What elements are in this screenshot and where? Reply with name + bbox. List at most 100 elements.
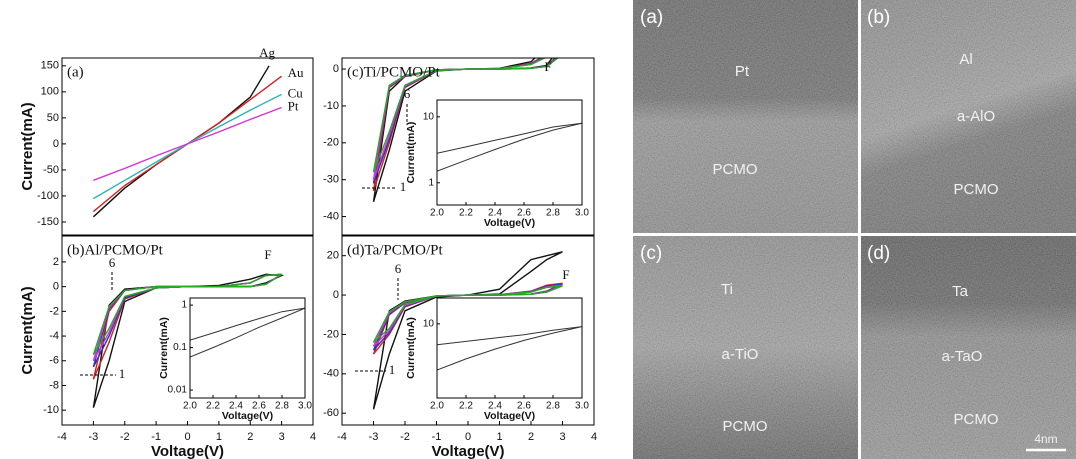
- x-tick-label: 2: [528, 431, 534, 443]
- y-tick-label: -40: [323, 368, 339, 380]
- layer-label: a-AlO: [957, 108, 995, 125]
- y-tick-label: 1: [181, 300, 187, 311]
- y-tick-label: 0.1: [173, 342, 187, 353]
- layer-label: a-TiO: [722, 346, 759, 363]
- annotation: 6: [109, 255, 116, 270]
- y-tick-label: 0: [53, 138, 59, 150]
- inset-x-title: Voltage(V): [484, 217, 535, 229]
- y-axis-title: Current(mA): [19, 286, 36, 374]
- micrograph-label: (d): [867, 243, 890, 264]
- micrograph-label: (c): [640, 243, 662, 264]
- y-tick-label: -40: [323, 210, 339, 222]
- series-label: Au: [288, 65, 304, 80]
- x-tick-label: 3: [559, 431, 565, 443]
- y-axis-title: Current(mA): [19, 102, 36, 190]
- x-tick-label: 2.2: [206, 401, 220, 412]
- x-tick-label: 3.0: [575, 401, 589, 412]
- x-tick-label: 4: [591, 431, 597, 443]
- y-tick-label: -30: [323, 174, 339, 186]
- x-tick-label: -3: [369, 431, 379, 443]
- x-tick-label: 2.2: [459, 401, 473, 412]
- panel-title: (a): [67, 64, 84, 80]
- y-tick-label: 10: [423, 111, 435, 122]
- annotation: F: [544, 59, 551, 74]
- y-tick-label: -10: [323, 100, 339, 112]
- x-tick-label: 1: [496, 431, 502, 443]
- x-axis-title: Voltage(V): [431, 443, 504, 459]
- y-tick-label: -2: [49, 305, 59, 317]
- divider: [633, 233, 1076, 236]
- x-axis-title: Voltage(V): [151, 443, 224, 459]
- y-tick-label: 0.01: [168, 385, 188, 396]
- annotation: 6: [404, 86, 411, 101]
- x-tick-label: 3: [279, 431, 285, 443]
- inset-background: [190, 298, 305, 398]
- inset-y-title: Current(mA): [405, 122, 417, 184]
- grain-texture: [633, 0, 1076, 459]
- y-tick-label: -100: [37, 190, 59, 202]
- x-tick-label: -4: [57, 431, 67, 443]
- annotation: F: [264, 247, 271, 262]
- layer-label: Ti: [721, 281, 733, 298]
- x-tick-label: 0: [184, 431, 190, 443]
- x-tick-label: 2.8: [546, 401, 560, 412]
- inset-background: [437, 100, 582, 205]
- annotation: F: [562, 267, 569, 282]
- layer-label: PCMO: [954, 181, 999, 198]
- inset-x-title: Voltage(V): [222, 410, 273, 422]
- y-tick-label: 0: [333, 63, 339, 75]
- x-tick-label: 3.0: [575, 208, 589, 219]
- x-tick-label: 1: [216, 431, 222, 443]
- x-tick-label: -4: [337, 431, 347, 443]
- y-tick-label: -6: [49, 355, 59, 367]
- y-tick-label: 20: [327, 250, 339, 262]
- x-tick-label: 0: [465, 431, 471, 443]
- scale-bar-label: 4nm: [1034, 432, 1057, 446]
- y-tick-label: -60: [323, 407, 339, 419]
- x-tick-label: -1: [432, 431, 442, 443]
- y-tick-label: -20: [323, 328, 339, 340]
- x-tick-label: -2: [120, 431, 130, 443]
- y-tick-label: 100: [41, 86, 59, 98]
- layer-label: PCMO: [713, 161, 758, 178]
- layer-label: PCMO: [954, 411, 999, 428]
- x-tick-label: 2.0: [430, 401, 444, 412]
- annotation: 6: [395, 261, 402, 276]
- y-tick-label: 0: [53, 281, 59, 293]
- x-tick-label: 3.0: [298, 401, 312, 412]
- x-tick-label: -1: [151, 431, 161, 443]
- figure: (a) Pt PCMO (b) Al a-AlO PCMO (c) Ti a-T…: [0, 0, 1076, 459]
- inset-y-title: Current(mA): [158, 317, 170, 379]
- x-tick-label: 2.8: [546, 208, 560, 219]
- y-tick-label: -8: [49, 379, 59, 391]
- data-line: [93, 108, 281, 181]
- y-tick-label: 50: [47, 112, 59, 124]
- panel-title: (d)Ta/PCMO/Pt: [347, 242, 443, 258]
- layer-label: PCMO: [723, 418, 768, 435]
- y-tick-label: 150: [41, 60, 59, 72]
- x-tick-label: 2: [247, 431, 253, 443]
- x-tick-label: 2.2: [459, 208, 473, 219]
- layer-label: a-TaO: [942, 348, 983, 365]
- micrographs: (a) Pt PCMO (b) Al a-AlO PCMO (c) Ti a-T…: [633, 0, 1076, 459]
- inset-background: [437, 298, 582, 398]
- data-line: [93, 94, 281, 198]
- divider: [858, 0, 861, 459]
- x-tick-label: -3: [88, 431, 98, 443]
- layer-label: Ta: [952, 283, 969, 300]
- y-tick-label: -150: [37, 216, 59, 228]
- panel-title: (c)Ti/PCMO/Pt: [347, 64, 441, 80]
- y-tick-label: 2: [53, 256, 59, 268]
- inset-x-title: Voltage(V): [484, 410, 535, 422]
- micrograph-label: (a): [640, 7, 663, 28]
- plot-frame: [62, 58, 313, 235]
- x-tick-label: 4: [310, 431, 316, 443]
- series-label: Pt: [288, 98, 299, 113]
- data-line: [93, 66, 269, 217]
- micrograph-label: (b): [867, 7, 890, 28]
- y-tick-label: 10: [423, 319, 435, 330]
- y-tick-label: -4: [49, 330, 59, 342]
- x-tick-label: 2.0: [183, 401, 197, 412]
- annotation: 1: [389, 362, 396, 377]
- layer-label: Pt: [735, 63, 750, 80]
